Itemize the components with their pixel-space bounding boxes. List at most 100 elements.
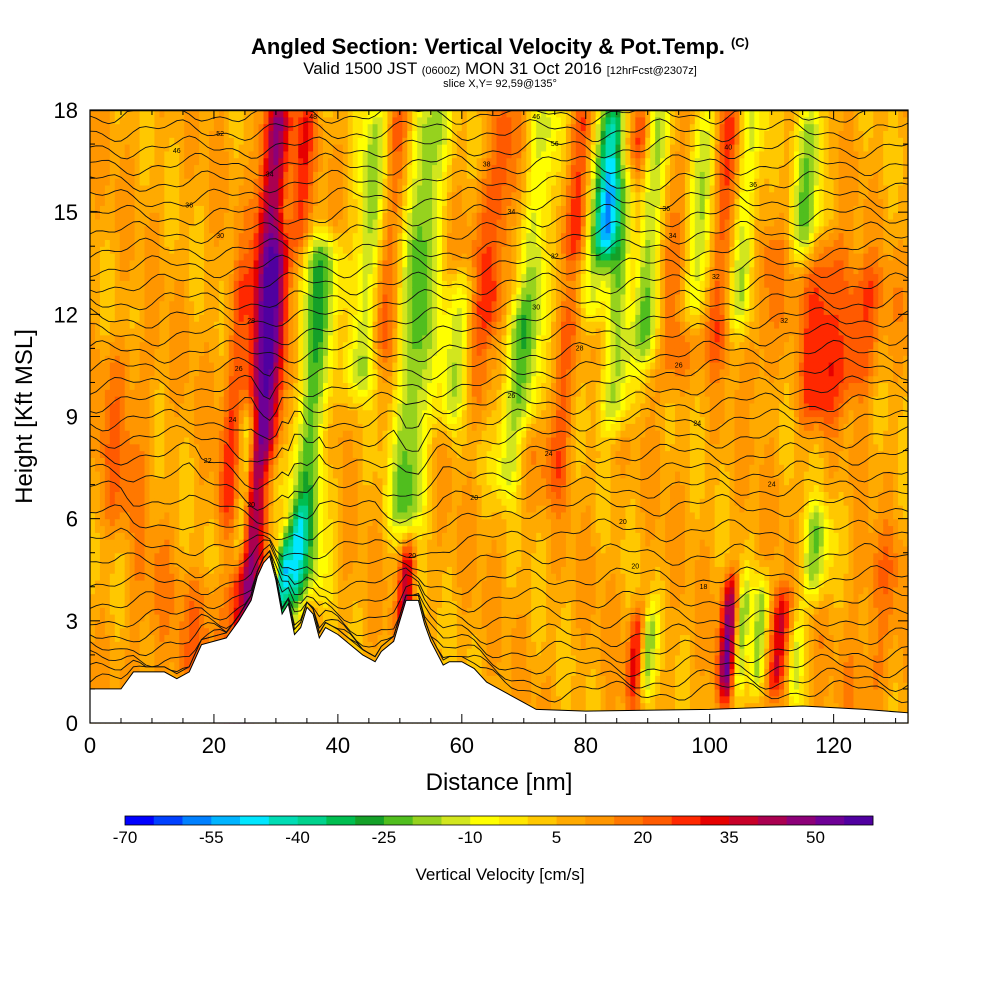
heatmap-cell [293, 137, 299, 145]
heatmap-cell [258, 171, 265, 179]
heatmap-cell [159, 464, 165, 472]
heatmap-cell [94, 450, 101, 458]
heatmap-cell [154, 464, 161, 472]
heatmap-cell [174, 539, 180, 547]
heatmap-cell [159, 634, 165, 642]
heatmap-cell [154, 491, 161, 499]
heatmap-cell [174, 627, 180, 636]
heatmap-cell [352, 539, 359, 547]
heatmap-cell [298, 443, 304, 452]
heatmap-cell [303, 573, 309, 581]
heatmap-cell [268, 457, 275, 465]
heatmap-cell [104, 566, 111, 574]
heatmap-cell [228, 171, 235, 179]
heatmap-cell [114, 648, 121, 656]
heatmap-cell [238, 144, 245, 152]
heatmap-cell [134, 327, 141, 336]
heatmap-cell [104, 518, 111, 527]
heatmap-cell [337, 518, 344, 527]
heatmap-cell [139, 518, 146, 527]
heatmap-cell [228, 314, 235, 322]
heatmap-cell [164, 266, 170, 275]
heatmap-cell [114, 443, 121, 452]
heatmap-cell [308, 402, 314, 411]
heatmap-cell [114, 532, 121, 540]
heatmap-cell [268, 389, 275, 397]
heatmap-cell [204, 552, 210, 561]
heatmap-cell [104, 225, 111, 234]
heatmap-cell [298, 307, 304, 315]
heatmap-cell [347, 573, 354, 581]
heatmap-cell [114, 321, 121, 329]
heatmap-cell [223, 273, 230, 281]
heatmap-cell [134, 518, 141, 527]
heatmap-cell [134, 130, 141, 138]
heatmap-cell [204, 614, 210, 622]
heatmap-cell [278, 539, 284, 547]
heatmap-cell [109, 280, 116, 288]
heatmap-cell [179, 464, 185, 472]
heatmap-cell [258, 443, 265, 452]
heatmap-cell [327, 218, 334, 227]
heatmap-cell [243, 464, 250, 472]
heatmap-cell [337, 116, 344, 125]
heatmap-cell [124, 648, 131, 656]
heatmap-cell [119, 505, 126, 513]
heatmap-cell [278, 450, 284, 458]
heatmap-cell [154, 648, 161, 656]
heatmap-cell [94, 464, 101, 472]
heatmap-cell [228, 253, 235, 261]
heatmap-cell [208, 518, 215, 527]
heatmap-cell [199, 334, 205, 343]
heatmap-cell [179, 634, 185, 642]
heatmap-cell [347, 266, 354, 275]
heatmap-cell [114, 464, 121, 472]
heatmap-cell [90, 634, 96, 642]
heatmap-cell [268, 334, 275, 343]
heatmap-cell [124, 307, 131, 315]
heatmap-cell [90, 505, 96, 513]
heatmap-cell [189, 362, 195, 370]
heatmap-cell [298, 144, 304, 152]
heatmap-cell [347, 491, 354, 499]
heatmap-cell [293, 334, 299, 343]
heatmap-cell [308, 382, 314, 390]
chart-title-tag: (C) [730, 35, 749, 50]
heatmap-cell [352, 218, 359, 227]
heatmap-cell [318, 525, 324, 533]
heatmap-cell [119, 368, 126, 377]
heatmap-cell [90, 559, 96, 567]
heatmap-cell [318, 259, 324, 268]
heatmap-cell [263, 184, 270, 193]
heatmap-cell [293, 348, 299, 356]
heatmap-cell [218, 362, 225, 370]
heatmap-cell [109, 184, 116, 193]
heatmap-cell [114, 430, 121, 438]
heatmap-cell [293, 505, 299, 513]
heatmap-cell [347, 144, 354, 152]
heatmap-cell [228, 511, 235, 520]
heatmap-cell [154, 191, 161, 200]
heatmap-cell [248, 116, 255, 125]
heatmap-cell [288, 552, 294, 561]
heatmap-cell [223, 457, 230, 465]
heatmap-cell [104, 307, 111, 315]
heatmap-cell [169, 212, 175, 220]
heatmap-cell [144, 368, 151, 377]
heatmap-cell [109, 641, 116, 649]
heatmap-cell [199, 327, 205, 336]
heatmap-cell [194, 470, 200, 479]
heatmap-cell [233, 130, 240, 138]
heatmap-cell [189, 586, 195, 595]
heatmap-cell [174, 110, 180, 118]
heatmap-cell [99, 327, 106, 336]
heatmap-cell [124, 634, 131, 642]
heatmap-cell [199, 614, 205, 622]
heatmap-cell [313, 150, 319, 159]
heatmap-cell [238, 334, 245, 343]
heatmap-cell [119, 641, 126, 649]
heatmap-cell [90, 436, 96, 445]
heatmap-cell [313, 593, 319, 601]
heatmap-cell [352, 477, 359, 486]
heatmap-cell [164, 579, 170, 588]
